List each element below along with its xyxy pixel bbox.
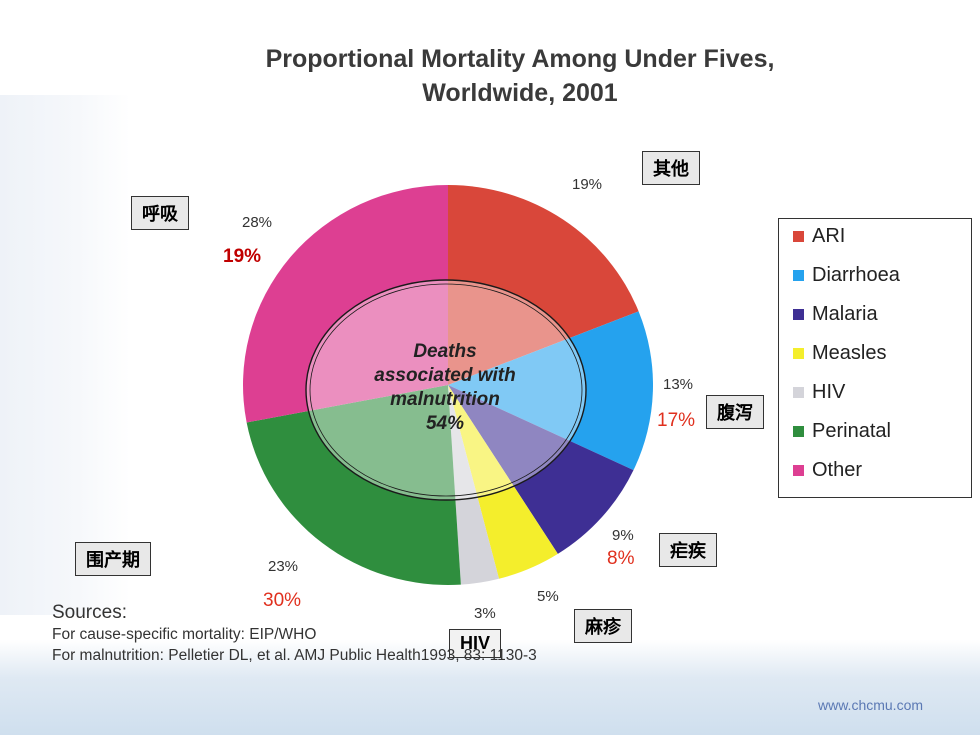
legend-swatch: [793, 387, 804, 398]
slice-label-malaria: 9%: [612, 527, 634, 544]
slice-label-diarrhoea: 13%: [663, 376, 694, 393]
annotation-malaria-cn: 疟疾: [659, 533, 717, 567]
pie-slice-perinatal: [246, 385, 461, 585]
alt-pct-malaria: 8%: [607, 548, 635, 569]
malnutrition-overlay-inner-ring: [309, 283, 583, 497]
center-label: Deaths associated with malnutrition 54%: [330, 340, 560, 436]
legend-swatch: [793, 231, 804, 242]
center-label-line-1: Deaths: [413, 341, 477, 362]
slice-label-perinatal: 23%: [268, 558, 299, 575]
malnutrition-overlay: [305, 279, 587, 501]
annotation-ari-cn: 呼吸: [131, 196, 189, 230]
background-ghost-text-area: [0, 95, 130, 615]
sources-line-2: For malnutrition: Pelletier DL, et al. A…: [52, 647, 537, 664]
legend-label: Diarrhoea: [812, 264, 900, 286]
center-label-line-3: malnutrition: [390, 389, 500, 410]
annotation-hiv-cn: HIV: [449, 629, 502, 658]
legend-item-hiv: HIV: [793, 381, 845, 404]
slice-label-hiv: 3%: [474, 605, 496, 622]
center-label-line-4: 54%: [425, 413, 465, 434]
legend-item-diarrhoea: Diarrhoea: [793, 264, 900, 287]
legend-item-perinatal: Perinatal: [793, 420, 891, 443]
legend-swatch: [793, 426, 804, 437]
alt-pct-ari: 19%: [223, 246, 262, 267]
legend-item-measles: Measles: [793, 342, 886, 365]
pie-slice-other: [243, 185, 448, 423]
title-line-2: Worldwide, 2001: [422, 79, 618, 107]
legend-swatch: [793, 309, 804, 320]
slice-label-measles: 5%: [537, 588, 559, 605]
legend-swatch: [793, 270, 804, 281]
pie-slice-hiv: [448, 385, 499, 585]
slice-label-ari: 19%: [572, 176, 603, 193]
pie-slice-measles: [448, 385, 558, 579]
legend-swatch: [793, 348, 804, 359]
legend-label: Measles: [812, 342, 887, 364]
alt-pct-perinatal: 30%: [263, 590, 302, 611]
chart-legend: ARI Diarrhoea Malaria Measles HIV Perinatal Ot…: [778, 218, 972, 498]
slice-label-other: 28%: [242, 214, 273, 231]
legend-item-ari: ARI: [793, 225, 845, 248]
legend-label: ARI: [812, 225, 846, 247]
annotation-other-cn: 其他: [642, 151, 700, 185]
title-line-1: Proportional Mortality Among Under Fives…: [265, 45, 775, 73]
legend-label: Other: [812, 459, 863, 481]
pie-slice-diarrhoea: [448, 311, 654, 471]
pie-slice-ari: [448, 185, 639, 385]
annotation-perinatal-cn: 围产期: [75, 542, 151, 576]
center-label-line-2: associated with: [374, 365, 516, 386]
sources-block: Sources: For cause-specific mortality: E…: [52, 602, 537, 666]
annotation-diarrhoea-cn: 腹泻: [706, 395, 764, 429]
sources-line-1: For cause-specific mortality: EIP/WHO: [52, 626, 317, 643]
legend-item-malaria: Malaria: [793, 303, 878, 326]
chart-title: Proportional Mortality Among Under Fives…: [150, 42, 890, 110]
legend-label: Perinatal: [812, 420, 891, 442]
legend-label: Malaria: [812, 303, 878, 325]
annotation-measles-cn: 麻疹: [574, 609, 632, 643]
legend-label: HIV: [812, 381, 846, 403]
sources-heading: Sources:: [52, 602, 127, 623]
alt-pct-diarrhoea: 17%: [657, 410, 696, 431]
legend-item-other: Other: [793, 459, 862, 482]
pie-slice-malaria: [448, 385, 634, 554]
watermark: www.chcmu.com: [818, 697, 924, 713]
legend-swatch: [793, 465, 804, 476]
